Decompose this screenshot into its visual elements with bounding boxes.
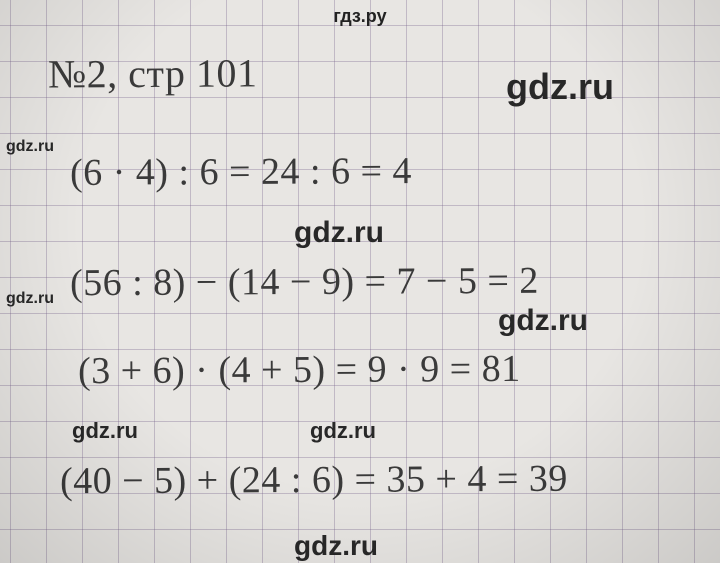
hw-line-2: (56 : 8) − (14 − 9) = 7 − 5 = 2 (70, 259, 539, 305)
page-header: гдз.ру (0, 6, 720, 27)
watermark: gdz.ru (294, 530, 378, 562)
hw-title: №2, стр 101 (48, 49, 258, 97)
hw-line-3: (3 + 6) · (4 + 5) = 9 · 9 = 81 (78, 347, 521, 393)
watermark: gdz.ru (6, 138, 54, 156)
watermark: gdz.ru (310, 418, 376, 444)
watermark: gdz.ru (6, 290, 54, 308)
header-text: гдз.ру (333, 6, 386, 26)
watermark: gdz.ru (72, 418, 138, 444)
hw-line-1: (6 · 4) : 6 = 24 : 6 = 4 (70, 149, 412, 195)
watermark: gdz.ru (294, 216, 384, 250)
hw-line-4: (40 − 5) + (24 : 6) = 35 + 4 = 39 (60, 457, 568, 504)
watermark: gdz.ru (506, 66, 614, 108)
watermark: gdz.ru (498, 304, 588, 338)
